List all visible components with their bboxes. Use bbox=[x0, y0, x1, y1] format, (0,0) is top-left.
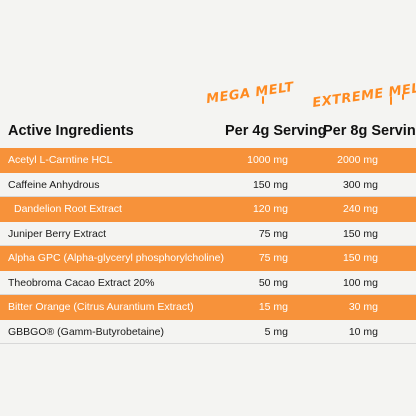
ingredient-name: Theobroma Cacao Extract 20% bbox=[8, 276, 155, 289]
extreme-melt-logo: EXTREME MELT bbox=[311, 80, 416, 111]
per-8g-value: 300 mg bbox=[342, 178, 378, 191]
per-4g-value: 5 mg bbox=[264, 325, 288, 338]
table-row: Dandelion Root Extract 120 mg 240 mg bbox=[0, 197, 416, 222]
per-8g-value: 100 mg bbox=[342, 276, 378, 289]
table-row: Theobroma Cacao Extract 20% 50 mg 100 mg bbox=[0, 271, 416, 295]
table-row: Bitter Orange (Citrus Aurantium Extract)… bbox=[0, 295, 416, 320]
per-4g-value: 150 mg bbox=[252, 178, 288, 191]
per-4g-value: 50 mg bbox=[258, 276, 288, 289]
per-8g-value: 240 mg bbox=[342, 203, 378, 215]
ingredient-name: Bitter Orange (Citrus Aurantium Extract) bbox=[8, 301, 194, 313]
table-row: Caffeine Anhydrous 150 mg 300 mg bbox=[0, 173, 416, 197]
table-row: GBBGO® (Gamm-Butyrobetaine) 5 mg 10 mg bbox=[0, 320, 416, 344]
header-per-4g-serving: Per 4g Serving bbox=[225, 123, 327, 139]
header-per-8g-serving: Per 8g Serving bbox=[323, 123, 416, 139]
table-header: Active Ingredients Per 4g Serving Per 8g… bbox=[0, 123, 416, 143]
ingredient-name: Alpha GPC (Alpha-glyceryl phosphorylchol… bbox=[8, 252, 224, 264]
per-8g-value: 30 mg bbox=[348, 301, 378, 313]
table-row: Alpha GPC (Alpha-glyceryl phosphorylchol… bbox=[0, 246, 416, 271]
per-8g-value: 2000 mg bbox=[337, 154, 378, 166]
ingredient-name: GBBGO® (Gamm-Butyrobetaine) bbox=[8, 325, 164, 338]
logo-drip bbox=[262, 96, 264, 104]
logo-drip bbox=[390, 96, 392, 105]
per-4g-value: 15 mg bbox=[258, 301, 288, 313]
table-row: Juniper Berry Extract 75 mg 150 mg bbox=[0, 222, 416, 246]
ingredient-name: Acetyl L-Carntine HCL bbox=[8, 154, 113, 166]
per-8g-value: 10 mg bbox=[348, 325, 378, 338]
ingredient-name: Caffeine Anhydrous bbox=[8, 178, 100, 191]
ingredients-table: Acetyl L-Carntine HCL 1000 mg 2000 mg Ca… bbox=[0, 148, 416, 344]
per-4g-value: 75 mg bbox=[258, 252, 288, 264]
per-4g-value: 120 mg bbox=[252, 203, 288, 215]
per-8g-value: 150 mg bbox=[342, 252, 378, 264]
logo-drip bbox=[402, 94, 404, 100]
per-4g-value: 75 mg bbox=[258, 227, 288, 240]
mega-melt-logo: MEGA MELT bbox=[205, 79, 296, 108]
ingredient-name: Juniper Berry Extract bbox=[8, 227, 107, 240]
table-row: Acetyl L-Carntine HCL 1000 mg 2000 mg bbox=[0, 148, 416, 173]
ingredient-name: Dandelion Root Extract bbox=[14, 203, 122, 215]
header-active-ingredients: Active Ingredients bbox=[8, 123, 134, 139]
per-8g-value: 150 mg bbox=[342, 227, 378, 240]
per-4g-value: 1000 mg bbox=[247, 154, 288, 166]
